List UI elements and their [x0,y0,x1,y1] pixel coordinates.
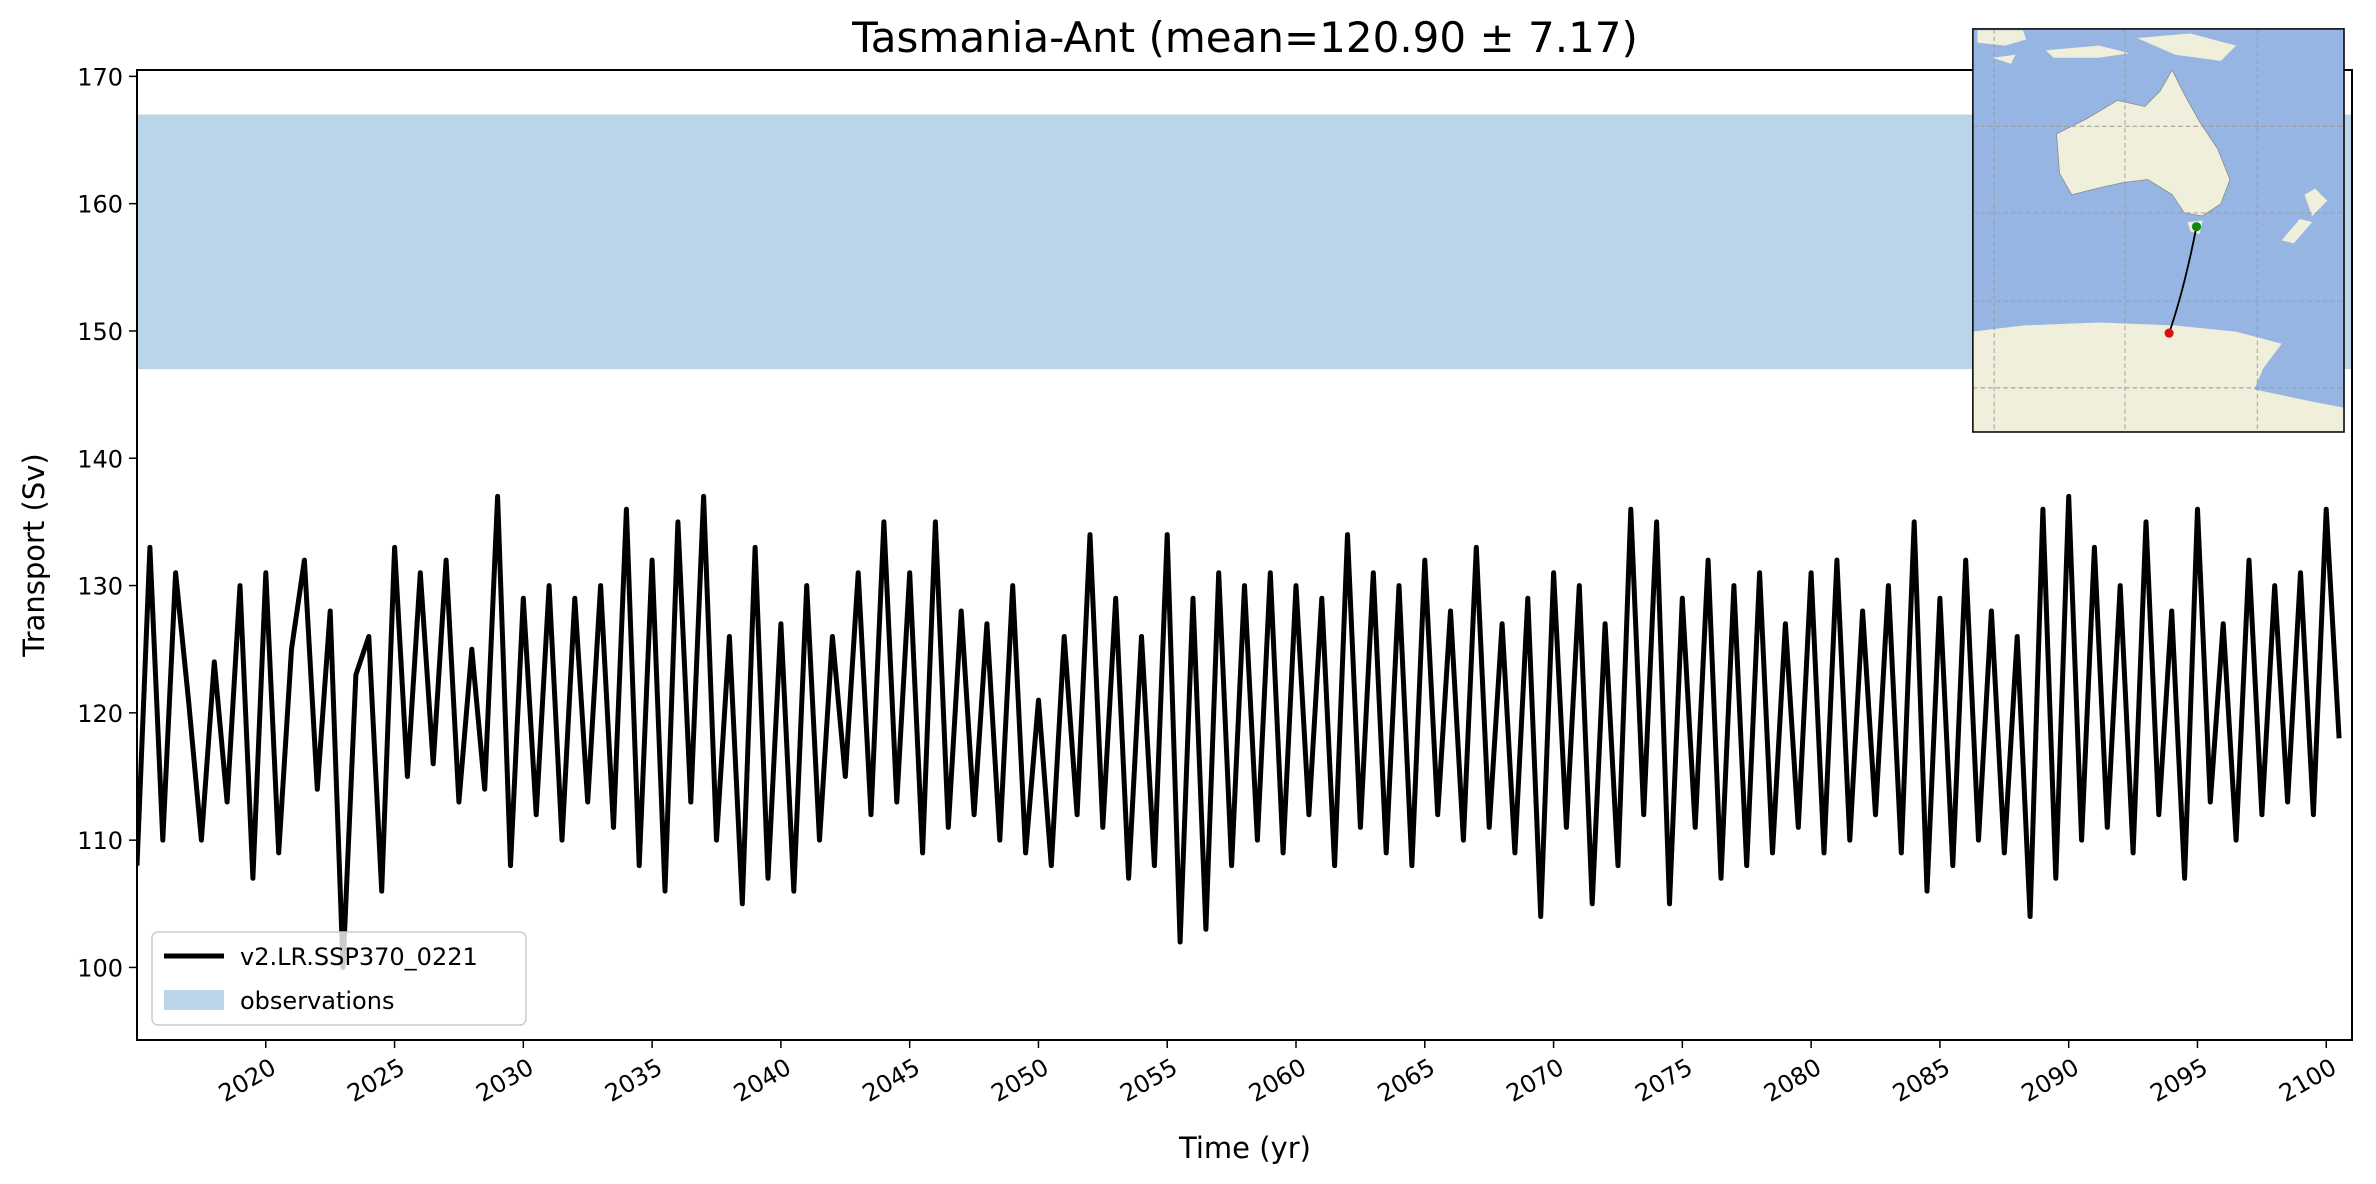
x-tick-label: 2100 [2274,1053,2341,1108]
y-tick-label: 110 [77,827,123,855]
australia [2056,69,2231,217]
legend-box [151,931,527,1026]
x-tick-label: 2080 [1759,1053,1826,1108]
y-tick-label: 170 [77,63,123,91]
section-end [2164,328,2174,338]
new-zealand [2281,188,2328,244]
legend-patch [164,990,224,1010]
x-tick-label: 2085 [1888,1053,1955,1108]
x-tick-label: 2075 [1630,1053,1697,1108]
x-axis-label: Time (yr) [1178,1131,1311,1165]
axes-frame [136,69,2353,1041]
x-tick-label: 2025 [343,1053,410,1108]
x-tick-label: 2090 [2017,1053,2084,1108]
antarctica [1972,322,2345,432]
y-axis-label: Transport (Sv) [17,453,51,658]
x-tick-label: 2045 [858,1053,925,1108]
x-tick-label: 2070 [1502,1053,1569,1108]
x-tick-label: 2060 [1244,1053,1311,1108]
legend-label: v2.LR.SSP370_0221 [240,943,478,971]
map-frame [1972,28,2345,433]
chart-title: Tasmania-Ant (mean=120.90 ± 7.17) [851,13,1638,62]
y-tick-label: 130 [77,573,123,601]
y-tick-label: 150 [77,318,123,346]
x-tick-label: 2095 [2146,1053,2213,1108]
data-line [137,493,2342,970]
x-tick-label: 2035 [600,1053,667,1108]
section-line [2168,226,2198,334]
x-tick-label: 2040 [729,1053,796,1108]
x-tick-label: 2030 [471,1053,538,1108]
legend: v2.LR.SSP370_0221 observations [151,931,527,1026]
section-start [2191,222,2202,232]
islands [1977,30,2237,64]
x-tick-label: 2065 [1373,1053,1440,1108]
x-tick-label: 2050 [987,1053,1054,1108]
y-tick-label: 160 [77,191,123,219]
legend-label: observations [240,987,394,1015]
x-tick-label: 2055 [1115,1053,1182,1108]
x-tick-label: 2020 [214,1053,281,1108]
inset-map [1972,28,2345,433]
y-tick-label: 100 [77,954,123,982]
y-tick-label: 140 [77,445,123,473]
y-tick-label: 120 [77,700,123,728]
